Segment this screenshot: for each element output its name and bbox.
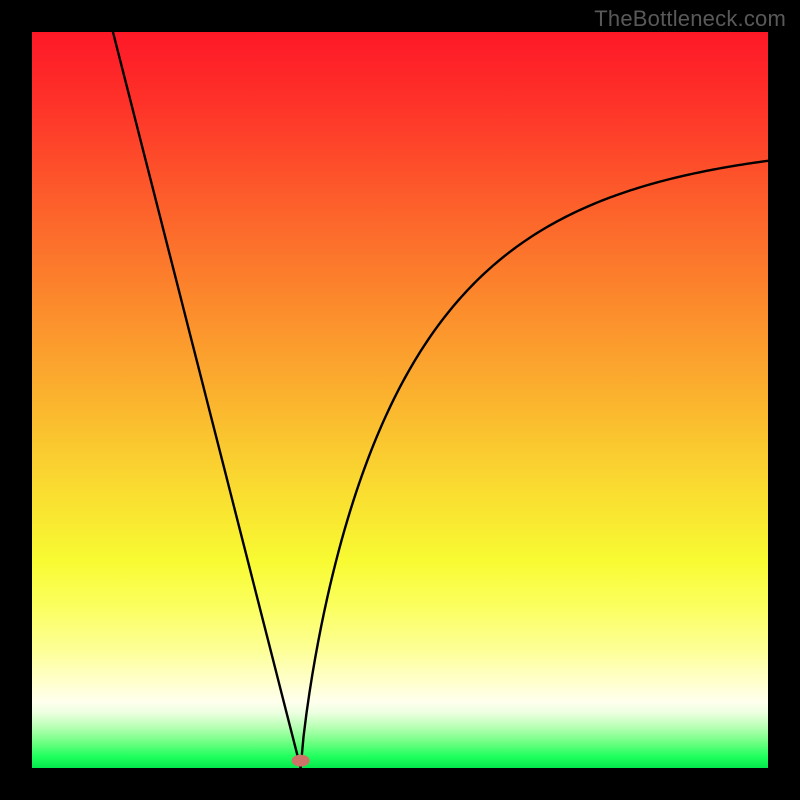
chart-root: TheBottleneck.com: [0, 0, 800, 800]
plot-background: [32, 32, 768, 768]
watermark-text: TheBottleneck.com: [594, 6, 786, 32]
curve-minimum-marker: [292, 755, 310, 767]
chart-svg: [0, 0, 800, 800]
